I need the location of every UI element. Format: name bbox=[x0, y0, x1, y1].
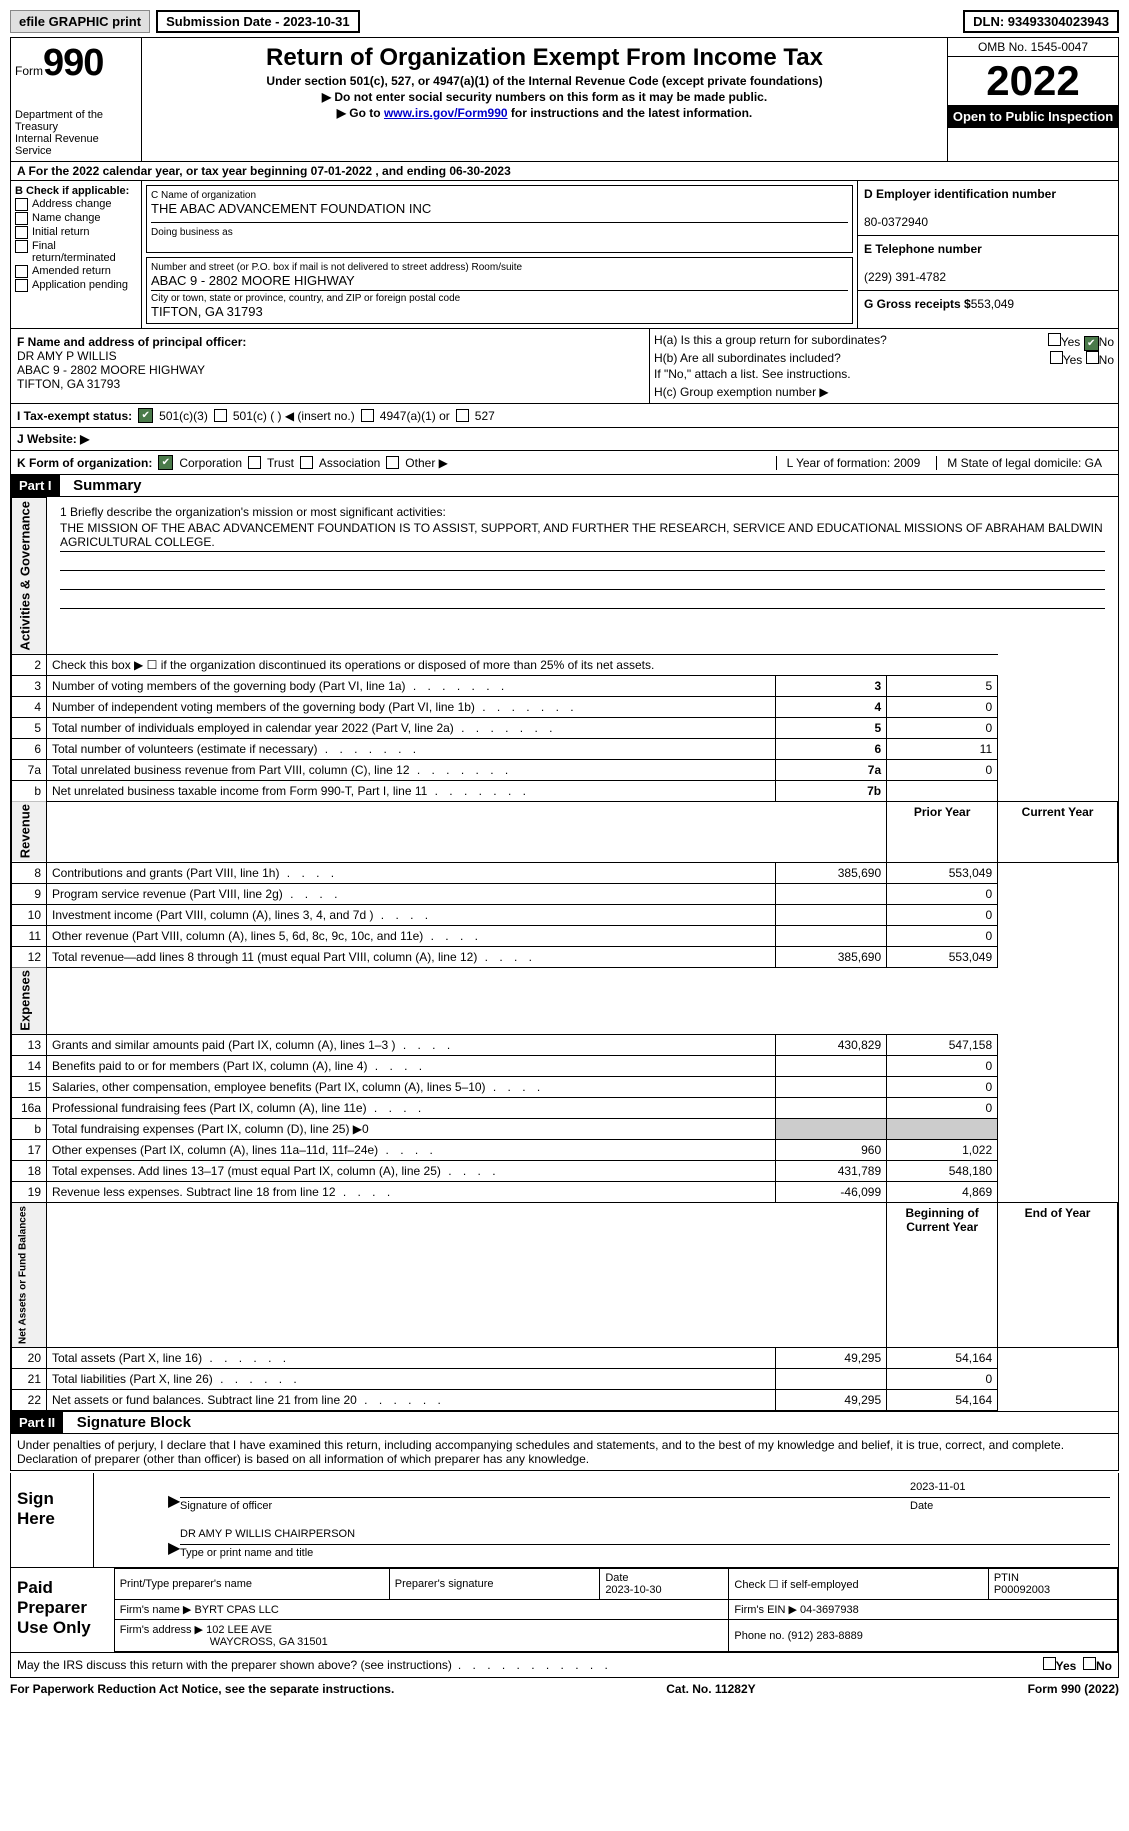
dln: DLN: 93493304023943 bbox=[963, 10, 1119, 33]
efile-btn[interactable]: efile GRAPHIC print bbox=[10, 10, 150, 33]
tax-year-line: A For the 2022 calendar year, or tax yea… bbox=[10, 162, 1119, 181]
penalty-text: Under penalties of perjury, I declare th… bbox=[10, 1434, 1119, 1471]
form-id-box: Form990 Department of the Treasury Inter… bbox=[11, 38, 142, 161]
tax-exempt-row: I Tax-exempt status: ✔501(c)(3) 501(c) (… bbox=[10, 404, 1119, 428]
vtab-governance: Activities & Governance bbox=[12, 498, 47, 655]
part2-hdr: Part II bbox=[11, 1412, 63, 1433]
footer-right: Form 990 (2022) bbox=[1028, 1682, 1119, 1696]
officer-box: F Name and address of principal officer:… bbox=[11, 329, 650, 403]
irs-link[interactable]: www.irs.gov/Form990 bbox=[384, 106, 508, 120]
org-name-box: C Name of organization THE ABAC ADVANCEM… bbox=[146, 185, 853, 253]
sign-here-label: Sign Here bbox=[11, 1473, 94, 1567]
year-box: OMB No. 1545-0047 2022 Open to Public In… bbox=[947, 38, 1118, 161]
preparer-table: Print/Type preparer's namePreparer's sig… bbox=[114, 1568, 1118, 1652]
signature-area: 2023-11-01 ▶ Signature of officerDate DR… bbox=[94, 1473, 1118, 1567]
paid-preparer-label: Paid Preparer Use Only bbox=[11, 1568, 114, 1652]
vtab-revenue: Revenue bbox=[12, 801, 47, 862]
ein-box: D Employer identification number80-03729… bbox=[858, 181, 1118, 236]
discuss-row: May the IRS discuss this return with the… bbox=[10, 1653, 1119, 1678]
title-box: Return of Organization Exempt From Incom… bbox=[142, 38, 947, 161]
vtab-expenses: Expenses bbox=[12, 967, 47, 1035]
website-row: J Website: ▶ bbox=[10, 428, 1119, 451]
gross-receipts: G Gross receipts $553,049 bbox=[858, 291, 1118, 317]
part1-hdr: Part I bbox=[11, 475, 60, 496]
footer-left: For Paperwork Reduction Act Notice, see … bbox=[10, 1682, 394, 1696]
tel-box: E Telephone number(229) 391-4782 bbox=[858, 236, 1118, 291]
mission-box: 1 Briefly describe the organization's mi… bbox=[52, 501, 1113, 613]
check-applicable: B Check if applicable: Address changeNam… bbox=[11, 181, 142, 328]
address-box: Number and street (or P.O. box if mail i… bbox=[146, 257, 853, 324]
submission-date: Submission Date - 2023-10-31 bbox=[156, 10, 360, 33]
footer-mid: Cat. No. 11282Y bbox=[666, 1682, 755, 1696]
group-return-box: H(a) Is this a group return for subordin… bbox=[650, 329, 1118, 403]
form-of-org-row: K Form of organization: ✔Corporation Tru… bbox=[10, 451, 1119, 475]
vtab-netassets: Net Assets or Fund Balances bbox=[12, 1203, 47, 1348]
